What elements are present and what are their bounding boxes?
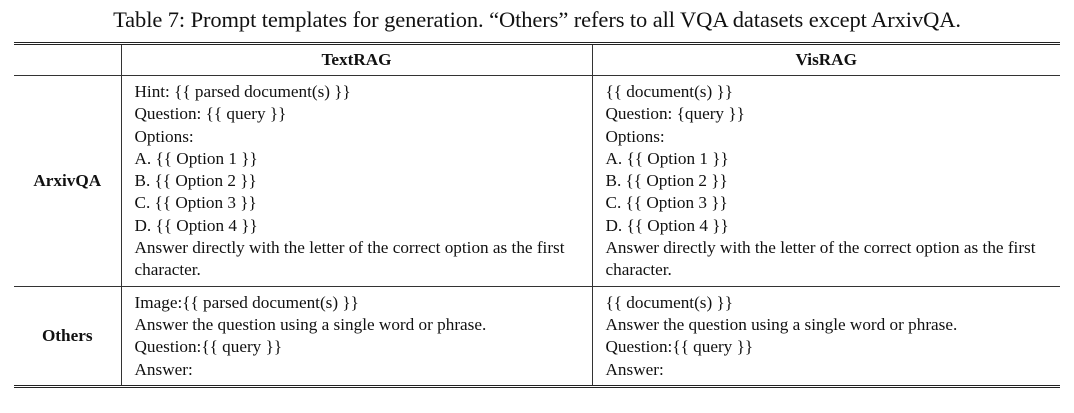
prompt-line: Answer directly with the letter of the c… <box>134 238 565 280</box>
cell-arxivqa-visrag: {{ document(s) }} Question: {query }} Op… <box>591 75 1060 287</box>
prompt-line: Answer: <box>134 359 193 379</box>
prompt-line: A. {{ Option 1 }} <box>134 148 258 168</box>
prompt-templates-table-container: TextRAG VisRAG ArxivQA Hint: {{ parsed d… <box>14 42 1060 388</box>
prompt-line: Hint: {{ parsed document(s) }} <box>134 82 351 101</box>
header-visrag: VisRAG <box>591 43 1060 76</box>
prompt-line: C. {{ Option 3 }} <box>134 193 257 213</box>
cell-others-visrag: {{ document(s) }} Answer the question us… <box>591 286 1060 388</box>
prompt-line: A. {{ Option 1 }} <box>605 148 729 168</box>
prompt-line: Options: <box>134 126 194 146</box>
prompt-line: Options: <box>605 126 665 146</box>
prompt-line: Answer: <box>605 359 664 379</box>
cell-others-textrag: Image:{{ parsed document(s) }} Answer th… <box>120 286 592 388</box>
prompt-line: Question: {query }} <box>605 104 745 124</box>
header-empty-cell <box>14 43 121 76</box>
prompt-line: {{ document(s) }} <box>605 82 734 101</box>
prompt-line: Answer the question using a single word … <box>605 314 958 334</box>
prompt-line: D. {{ Option 4 }} <box>605 215 729 235</box>
row-label-arxivqa: ArxivQA <box>14 75 121 287</box>
prompt-line: C. {{ Option 3 }} <box>605 193 728 213</box>
row-label-others: Others <box>14 286 121 388</box>
prompt-line: Answer directly with the letter of the c… <box>605 238 1036 280</box>
prompt-line: B. {{ Option 2 }} <box>605 171 728 191</box>
table-caption: Table 7: Prompt templates for generation… <box>113 7 961 32</box>
cell-arxivqa-textrag: Hint: {{ parsed document(s) }} Question:… <box>120 75 592 287</box>
prompt-line: Question:{{ query }} <box>605 337 754 357</box>
table-row-arxivqa: ArxivQA Hint: {{ parsed document(s) }} Q… <box>14 75 1060 287</box>
table-header-row: TextRAG VisRAG <box>14 43 1060 76</box>
prompt-templates-table: TextRAG VisRAG ArxivQA Hint: {{ parsed d… <box>14 42 1060 388</box>
table-row-others: Others Image:{{ parsed document(s) }} An… <box>14 286 1060 388</box>
prompt-line: {{ document(s) }} <box>605 292 734 312</box>
prompt-line: Question:{{ query }} <box>134 337 283 357</box>
prompt-line: Image:{{ parsed document(s) }} <box>134 292 359 312</box>
prompt-line: B. {{ Option 2 }} <box>134 171 257 191</box>
prompt-line: D. {{ Option 4 }} <box>134 215 258 235</box>
prompt-line: Question: {{ query }} <box>134 104 287 124</box>
prompt-line: Answer the question using a single word … <box>134 314 487 334</box>
header-textrag: TextRAG <box>120 43 592 76</box>
